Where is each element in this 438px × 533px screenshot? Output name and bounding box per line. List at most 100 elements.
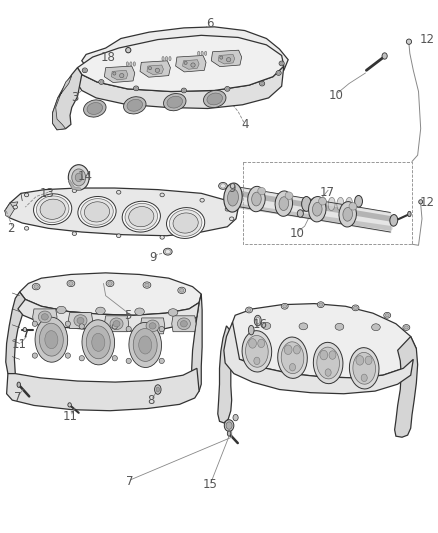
Ellipse shape [40,199,65,219]
Polygon shape [18,300,199,331]
Ellipse shape [113,320,120,327]
Ellipse shape [200,198,204,202]
Ellipse shape [293,345,300,354]
Ellipse shape [85,202,110,222]
Ellipse shape [279,197,289,211]
Text: 11: 11 [63,409,78,423]
Polygon shape [218,326,232,423]
Ellipse shape [13,205,18,209]
Ellipse shape [311,197,318,211]
Ellipse shape [281,342,304,374]
Ellipse shape [248,187,265,212]
Ellipse shape [361,374,367,382]
Ellipse shape [84,69,86,71]
Ellipse shape [35,317,67,362]
Ellipse shape [126,358,131,364]
Ellipse shape [204,90,226,108]
Ellipse shape [252,192,261,206]
Ellipse shape [106,280,114,287]
Ellipse shape [346,197,353,211]
Ellipse shape [17,382,21,387]
Text: 8: 8 [148,393,155,407]
Text: 17: 17 [320,186,335,199]
Polygon shape [211,50,242,67]
Ellipse shape [165,249,170,254]
Ellipse shape [81,199,113,225]
Polygon shape [5,202,18,217]
Ellipse shape [320,350,328,360]
Ellipse shape [299,323,308,330]
Ellipse shape [126,47,131,53]
Ellipse shape [337,197,344,211]
Ellipse shape [36,196,69,222]
Polygon shape [104,316,129,332]
Polygon shape [53,68,82,130]
Ellipse shape [350,348,379,389]
Ellipse shape [166,208,205,238]
Ellipse shape [167,96,183,108]
Ellipse shape [258,339,265,348]
Ellipse shape [312,203,322,216]
Ellipse shape [339,201,357,227]
Ellipse shape [276,70,281,75]
Polygon shape [183,60,199,69]
Ellipse shape [124,96,146,114]
Ellipse shape [285,192,293,199]
Ellipse shape [146,320,159,332]
Polygon shape [140,61,170,77]
Ellipse shape [125,204,158,230]
Ellipse shape [180,320,187,327]
Ellipse shape [25,193,29,197]
Ellipse shape [319,303,323,306]
Ellipse shape [319,197,326,211]
Polygon shape [172,316,196,332]
Ellipse shape [112,356,117,361]
Ellipse shape [284,345,292,354]
Ellipse shape [328,197,335,211]
Ellipse shape [281,303,288,309]
Ellipse shape [275,191,293,216]
Ellipse shape [207,93,223,105]
Ellipse shape [120,74,124,78]
Ellipse shape [110,318,123,329]
Text: 4: 4 [241,118,248,131]
Ellipse shape [72,189,77,192]
Text: 15: 15 [202,479,217,491]
Text: 2: 2 [7,222,15,235]
Polygon shape [111,70,128,80]
Ellipse shape [205,51,207,55]
Ellipse shape [226,87,229,90]
Ellipse shape [133,62,135,66]
Ellipse shape [246,307,253,313]
Ellipse shape [117,190,121,194]
Ellipse shape [57,306,66,314]
Text: 11: 11 [12,338,27,351]
Ellipse shape [82,68,88,72]
Ellipse shape [23,327,27,332]
Ellipse shape [353,352,375,384]
Ellipse shape [227,189,238,206]
Ellipse shape [168,309,178,316]
Ellipse shape [34,194,72,224]
Ellipse shape [133,328,157,361]
Ellipse shape [247,309,251,312]
Ellipse shape [72,232,77,236]
Text: 6: 6 [206,17,214,30]
Ellipse shape [404,326,408,329]
Ellipse shape [159,358,164,364]
Ellipse shape [108,281,112,285]
Ellipse shape [78,197,116,227]
Text: 9: 9 [150,251,157,264]
Text: 9: 9 [228,182,236,195]
Ellipse shape [178,287,186,294]
Ellipse shape [32,353,38,358]
Ellipse shape [129,322,162,367]
Ellipse shape [130,62,132,66]
Ellipse shape [159,326,164,332]
Ellipse shape [134,86,139,91]
Ellipse shape [82,320,115,365]
Ellipse shape [219,182,227,189]
Text: 13: 13 [39,187,54,200]
Ellipse shape [225,86,230,91]
Ellipse shape [34,285,38,288]
